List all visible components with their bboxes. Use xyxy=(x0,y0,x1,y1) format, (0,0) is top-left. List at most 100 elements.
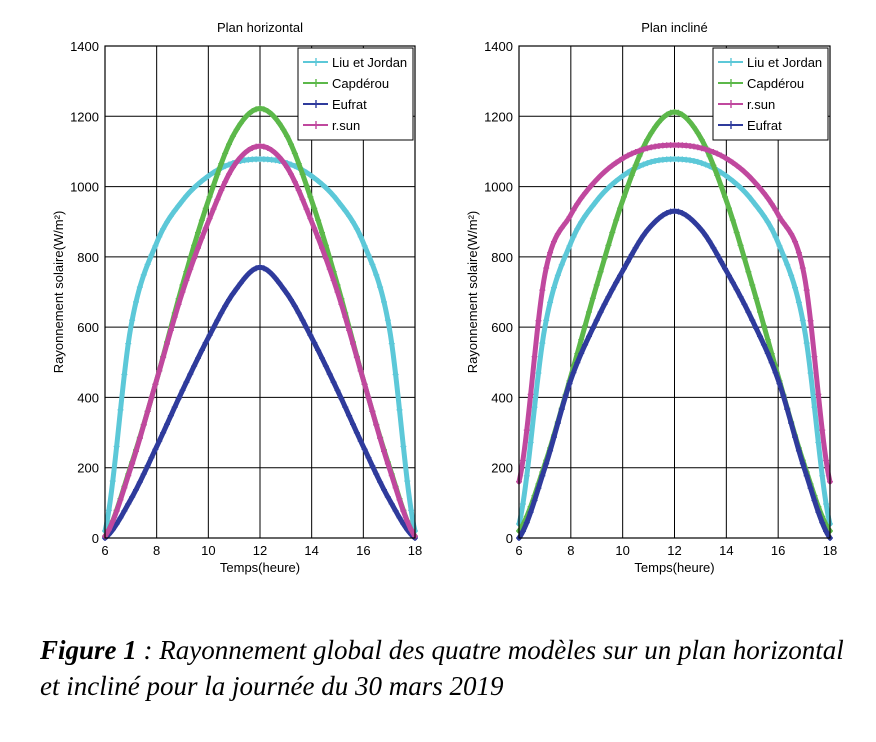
series-marker xyxy=(566,213,573,220)
series-marker xyxy=(330,379,337,386)
series-marker xyxy=(299,171,306,178)
series-marker xyxy=(404,478,411,485)
series-marker xyxy=(334,289,341,295)
series-marker xyxy=(679,111,686,118)
series-marker xyxy=(206,193,213,200)
series-marker xyxy=(276,120,283,127)
series-marker xyxy=(334,387,341,394)
series-marker xyxy=(729,177,736,184)
series-marker xyxy=(632,244,639,251)
series-marker xyxy=(780,219,787,226)
series-marker xyxy=(214,196,221,203)
series-marker xyxy=(760,213,767,220)
series-marker xyxy=(640,161,647,168)
series-marker xyxy=(241,150,248,157)
series-marker xyxy=(757,308,764,315)
series-marker xyxy=(749,176,756,183)
series-marker xyxy=(322,363,329,370)
series-marker xyxy=(315,177,322,184)
series-marker xyxy=(819,427,826,434)
series-marker xyxy=(113,521,120,528)
series-marker xyxy=(171,207,178,214)
series-marker xyxy=(361,446,368,453)
series-marker xyxy=(776,380,783,387)
series-marker xyxy=(714,251,721,258)
x-tick-label: 8 xyxy=(153,543,160,558)
series-marker xyxy=(164,219,170,226)
series-marker xyxy=(144,462,151,469)
series-marker xyxy=(105,526,112,533)
series-marker xyxy=(346,213,353,220)
legend-marker xyxy=(312,79,320,87)
series-marker xyxy=(760,341,767,348)
series-marker xyxy=(280,285,287,292)
series-marker xyxy=(330,192,337,199)
series-marker xyxy=(659,212,666,219)
series-marker xyxy=(291,150,298,157)
series-marker xyxy=(210,182,217,189)
series-marker xyxy=(183,277,190,284)
series-marker xyxy=(191,242,198,249)
series-marker xyxy=(601,168,608,175)
series-marker xyxy=(183,379,190,386)
series-marker xyxy=(291,303,298,310)
series-marker xyxy=(249,108,256,115)
series-marker xyxy=(191,255,198,262)
series-marker xyxy=(562,219,569,226)
y-tick-label: 1200 xyxy=(70,109,99,124)
series-marker xyxy=(315,217,322,224)
series-marker xyxy=(683,114,690,121)
series-marker xyxy=(823,457,830,464)
x-tick-label: 16 xyxy=(771,543,785,558)
series-marker xyxy=(543,265,550,272)
series-marker xyxy=(613,217,620,224)
series-marker xyxy=(811,404,818,411)
y-tick-label: 1000 xyxy=(70,180,99,195)
series-marker xyxy=(764,350,771,357)
series-marker xyxy=(589,180,596,187)
series-marker xyxy=(303,205,310,212)
series-marker xyxy=(558,224,565,231)
series-marker xyxy=(272,157,279,164)
series-marker xyxy=(644,145,651,152)
series-marker xyxy=(706,238,713,245)
series-marker xyxy=(531,404,538,411)
y-tick-label: 400 xyxy=(491,390,513,405)
series-marker xyxy=(357,367,364,374)
series-marker xyxy=(353,429,360,436)
series-marker xyxy=(117,406,124,413)
series-marker xyxy=(597,268,604,275)
series-marker xyxy=(326,266,333,273)
series-marker xyxy=(718,152,725,159)
series-marker xyxy=(741,301,748,308)
series-marker xyxy=(795,299,802,306)
series-marker xyxy=(617,174,624,181)
series-marker xyxy=(788,272,795,279)
series-marker xyxy=(745,172,752,179)
series-marker xyxy=(523,472,530,479)
series-marker xyxy=(272,115,279,122)
chart-title: Plan horizontal xyxy=(217,20,303,35)
series-marker xyxy=(566,242,573,249)
series-marker xyxy=(757,207,764,214)
series-marker xyxy=(745,309,752,316)
series-marker xyxy=(725,174,732,181)
series-marker xyxy=(550,434,557,441)
series-marker xyxy=(620,265,627,272)
legend-label: Eufrat xyxy=(332,97,367,112)
series-marker xyxy=(652,218,659,225)
x-tick-label: 14 xyxy=(304,543,318,558)
series-marker xyxy=(408,526,415,533)
series-marker xyxy=(338,301,345,308)
series-r-sun xyxy=(516,142,833,485)
series-marker xyxy=(582,190,589,197)
series-marker xyxy=(799,265,806,272)
series-marker xyxy=(249,267,256,274)
series-marker xyxy=(733,286,740,293)
series-marker xyxy=(582,213,589,220)
series-marker xyxy=(264,267,271,274)
series-marker xyxy=(326,371,333,378)
series-marker xyxy=(648,144,655,151)
series-marker xyxy=(519,528,526,535)
series-marker xyxy=(776,242,783,249)
